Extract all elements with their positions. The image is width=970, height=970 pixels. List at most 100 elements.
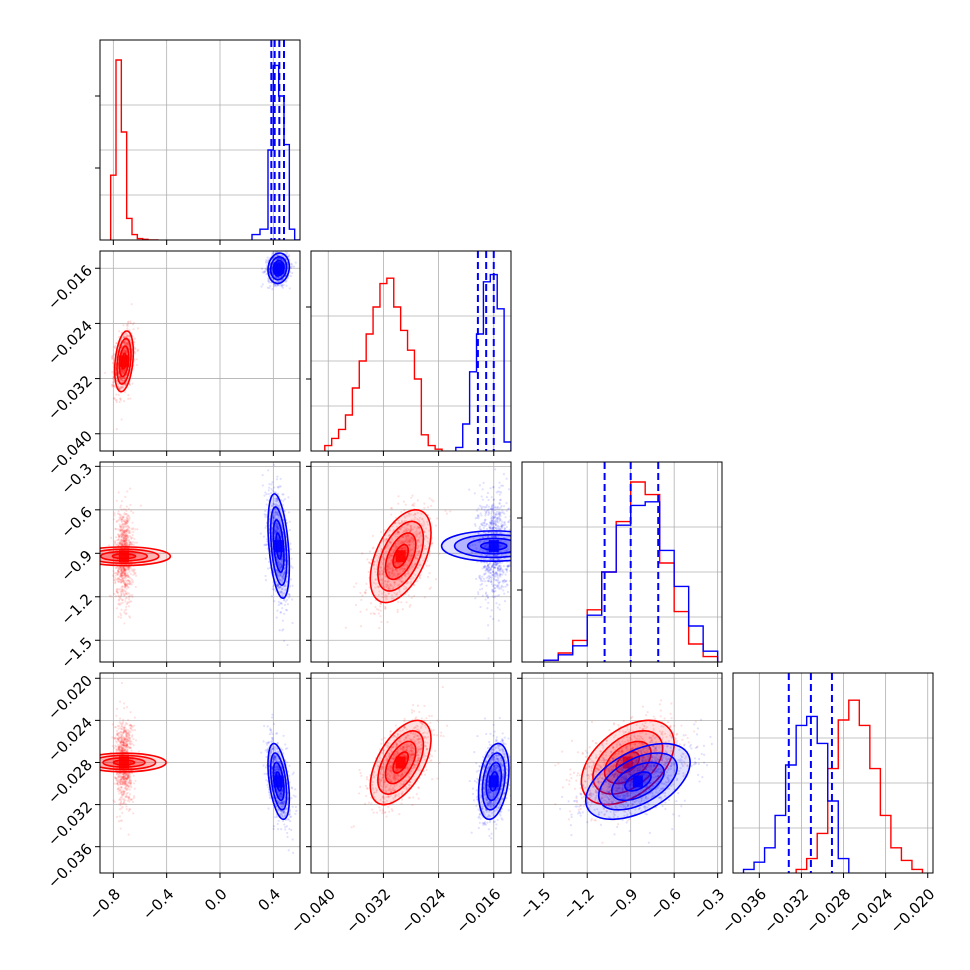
sample-point	[119, 544, 123, 547]
sample-point	[126, 543, 129, 546]
sample-point	[262, 271, 266, 274]
sample-point	[123, 572, 127, 575]
sample-point	[389, 562, 392, 565]
sample-point	[125, 529, 128, 533]
sample-point	[266, 256, 269, 259]
sample-point	[277, 560, 280, 563]
sample-point	[277, 257, 280, 260]
sample-point	[274, 499, 277, 502]
sample-point	[279, 257, 283, 261]
sample-point	[479, 605, 482, 609]
sample-point	[124, 540, 128, 543]
sample-point	[276, 537, 279, 540]
sample-point	[505, 509, 508, 512]
sample-point	[278, 503, 281, 507]
sample-point	[402, 535, 405, 538]
sample-point	[374, 582, 377, 585]
sample-point	[127, 515, 131, 518]
sample-point	[120, 542, 123, 545]
sample-point	[275, 513, 279, 516]
sample-point	[132, 321, 136, 324]
sample-point	[276, 569, 279, 572]
sample-point	[473, 492, 476, 495]
sample-point	[121, 386, 124, 389]
sample-point	[114, 541, 117, 544]
sample-point	[418, 577, 422, 580]
sample-point	[125, 574, 128, 577]
sample-point	[120, 568, 124, 571]
sample-point	[133, 337, 137, 340]
sample-point	[122, 349, 126, 352]
sample-point	[280, 285, 283, 288]
sample-point	[276, 582, 279, 585]
sample-point	[118, 535, 121, 538]
sample-point	[425, 564, 428, 567]
sample-point	[118, 375, 121, 379]
sample-point	[283, 571, 286, 574]
sample-point	[384, 606, 387, 609]
sample-point	[125, 596, 128, 599]
sample-point	[268, 286, 271, 290]
sample-point	[422, 525, 425, 528]
sample-point	[134, 571, 137, 575]
sample-point	[123, 369, 126, 372]
sample-point	[121, 589, 124, 592]
sample-point	[408, 544, 411, 547]
sample-point	[401, 535, 405, 538]
sample-point	[133, 359, 136, 362]
sample-point	[397, 561, 400, 565]
sample-point	[277, 527, 280, 530]
sample-point	[133, 569, 136, 572]
sample-point	[275, 530, 278, 533]
sample-point	[426, 575, 430, 579]
sample-point	[286, 603, 289, 606]
sample-point	[276, 585, 280, 588]
sample-point	[115, 590, 119, 594]
sample-point	[123, 542, 127, 545]
sample-point	[128, 615, 131, 618]
sample-point	[115, 543, 119, 546]
sample-point	[405, 527, 409, 530]
sample-point	[117, 599, 121, 602]
sample-point	[389, 564, 392, 567]
sample-point	[388, 540, 391, 544]
sample-point	[279, 574, 282, 577]
sample-point	[118, 375, 121, 379]
sample-point	[125, 529, 128, 532]
sample-point	[280, 275, 283, 278]
sample-point	[114, 571, 117, 575]
y-tick-label: −0.024	[44, 317, 96, 369]
sample-point	[117, 571, 121, 574]
sample-point	[280, 575, 284, 579]
sample-point	[128, 518, 131, 521]
sample-point	[122, 519, 126, 523]
sample-point	[113, 543, 116, 546]
sample-point	[280, 564, 283, 567]
sample-point	[280, 565, 283, 568]
sample-point	[118, 567, 121, 571]
sample-point	[128, 543, 131, 546]
sample-point	[398, 588, 401, 591]
sample-point	[115, 590, 118, 593]
contour-line	[100, 548, 160, 565]
sample-point	[120, 568, 123, 571]
sample-point	[124, 520, 127, 524]
sample-point	[399, 522, 402, 525]
sample-point	[275, 524, 278, 527]
sample-point	[413, 557, 417, 560]
sample-point	[124, 592, 128, 595]
sample-point	[123, 542, 126, 545]
sample-point	[126, 585, 130, 588]
sample-point	[278, 530, 281, 533]
sample-point	[407, 559, 410, 562]
sample-point	[404, 575, 407, 578]
sample-point	[398, 543, 401, 547]
sample-point	[125, 576, 128, 579]
sample-point	[405, 529, 408, 533]
sample-point	[119, 596, 122, 599]
sample-point	[272, 515, 275, 518]
sample-point	[277, 516, 280, 519]
sample-point	[291, 271, 294, 275]
sample-point	[131, 541, 134, 544]
sample-point	[384, 580, 387, 583]
